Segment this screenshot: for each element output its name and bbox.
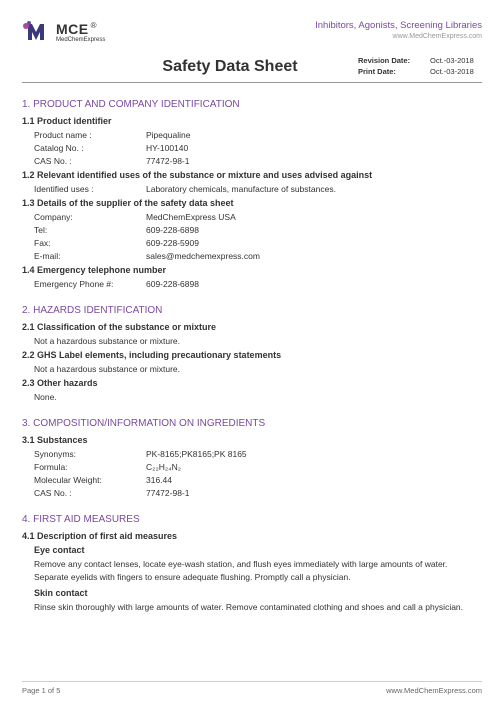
section-1-header: 1. PRODUCT AND COMPANY IDENTIFICATION: [22, 99, 482, 110]
formula-label: Formula:: [34, 462, 146, 472]
subsection-1-3: 1.3 Details of the supplier of the safet…: [22, 198, 482, 208]
fax-label: Fax:: [34, 238, 146, 248]
section-4-header: 4. FIRST AID MEASURES: [22, 514, 482, 525]
synonyms-label: Synonyms:: [34, 449, 146, 459]
fax-value: 609-228-5909: [146, 238, 199, 248]
field-row: Catalog No. : HY-100140: [34, 143, 482, 153]
catalog-value: HY-100140: [146, 143, 188, 153]
page-footer: Page 1 of 5 www.MedChemExpress.com: [22, 681, 482, 695]
field-row: Fax: 609-228-5909: [34, 238, 482, 248]
mw-value: 316.44: [146, 475, 172, 485]
eye-contact-text: Remove any contact lenses, locate eye-wa…: [34, 558, 482, 584]
synonyms-value: PK-8165;PK8165;PK 8165: [146, 449, 247, 459]
cas3-value: 77472-98-1: [146, 488, 189, 498]
section-2-header: 2. HAZARDS IDENTIFICATION: [22, 305, 482, 316]
logo-reg: ®: [91, 21, 97, 30]
cas3-label: CAS No. :: [34, 488, 146, 498]
footer-website: www.MedChemExpress.com: [386, 686, 482, 695]
field-row: Molecular Weight: 316.44: [34, 475, 482, 485]
text-2-1: Not a hazardous substance or mixture.: [34, 336, 482, 346]
text-2-3: None.: [34, 392, 482, 402]
page-number: Page 1 of 5: [22, 686, 60, 695]
field-row: Identified uses : Laboratory chemicals, …: [34, 184, 482, 194]
logo-main: MCE: [56, 21, 89, 37]
formula-value: C₂₂H₂₄N₂: [146, 462, 181, 472]
product-name-value: Pipequaline: [146, 130, 190, 140]
dates-block: Revision Date: Oct.-03-2018 Print Date: …: [358, 56, 482, 76]
company-label: Company:: [34, 212, 146, 222]
product-name-label: Product name :: [34, 130, 146, 140]
email-value: sales@medchemexpress.com: [146, 251, 260, 261]
subsection-4-1: 4.1 Description of first aid measures: [22, 531, 482, 541]
field-row: Synonyms: PK-8165;PK8165;PK 8165: [34, 449, 482, 459]
tel-value: 609-228-6898: [146, 225, 199, 235]
text-2-2: Not a hazardous substance or mixture.: [34, 364, 482, 374]
print-date-label: Print Date:: [358, 67, 418, 76]
email-label: E-mail:: [34, 251, 146, 261]
field-row: E-mail: sales@medchemexpress.com: [34, 251, 482, 261]
catalog-label: Catalog No. :: [34, 143, 146, 153]
mw-label: Molecular Weight:: [34, 475, 146, 485]
website-top: www.MedChemExpress.com: [315, 33, 482, 40]
tel-label: Tel:: [34, 225, 146, 235]
field-row: CAS No. : 77472-98-1: [34, 488, 482, 498]
field-row: Tel: 609-228-6898: [34, 225, 482, 235]
logo-icon: [22, 20, 52, 44]
revision-date-label: Revision Date:: [358, 56, 418, 65]
cas-label: CAS No. :: [34, 156, 146, 166]
logo-area: MCE® MedChemExpress: [22, 20, 105, 44]
subsection-1-2: 1.2 Relevant identified uses of the subs…: [22, 170, 482, 180]
field-row: Product name : Pipequaline: [34, 130, 482, 140]
subsection-2-3: 2.3 Other hazards: [22, 378, 482, 388]
emergency-label: Emergency Phone #:: [34, 279, 146, 289]
subsection-1-1: 1.1 Product identifier: [22, 116, 482, 126]
eye-contact-header: Eye contact: [34, 545, 482, 555]
field-row: Emergency Phone #: 609-228-6898: [34, 279, 482, 289]
document-title: Safety Data Sheet: [22, 58, 358, 76]
field-row: Formula: C₂₂H₂₄N₂: [34, 462, 482, 472]
subsection-1-4: 1.4 Emergency telephone number: [22, 265, 482, 275]
subsection-3-1: 3.1 Substances: [22, 435, 482, 445]
cas-value: 77472-98-1: [146, 156, 189, 166]
skin-contact-header: Skin contact: [34, 588, 482, 598]
tagline: Inhibitors, Agonists, Screening Librarie…: [315, 20, 482, 31]
print-date-value: Oct.-03-2018: [430, 67, 482, 76]
title-row: Safety Data Sheet Revision Date: Oct.-03…: [22, 56, 482, 83]
field-row: Company: MedChemExpress USA: [34, 212, 482, 222]
logo-sub: MedChemExpress: [56, 37, 105, 43]
company-value: MedChemExpress USA: [146, 212, 236, 222]
subsection-2-2: 2.2 GHS Label elements, including precau…: [22, 350, 482, 360]
emergency-value: 609-228-6898: [146, 279, 199, 289]
header-right: Inhibitors, Agonists, Screening Librarie…: [315, 20, 482, 40]
field-row: CAS No. : 77472-98-1: [34, 156, 482, 166]
logo-text: MCE® MedChemExpress: [56, 21, 105, 43]
skin-contact-text: Rinse skin thoroughly with large amounts…: [34, 601, 482, 614]
identified-label: Identified uses :: [34, 184, 146, 194]
identified-value: Laboratory chemicals, manufacture of sub…: [146, 184, 336, 194]
document-header: MCE® MedChemExpress Inhibitors, Agonists…: [22, 20, 482, 44]
revision-date-value: Oct.-03-2018: [430, 56, 482, 65]
section-3-header: 3. COMPOSITION/INFORMATION ON INGREDIENT…: [22, 418, 482, 429]
subsection-2-1: 2.1 Classification of the substance or m…: [22, 322, 482, 332]
